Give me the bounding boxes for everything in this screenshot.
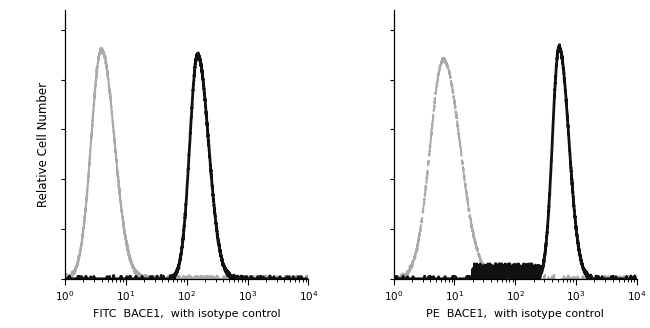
- X-axis label: FITC  BACE1,  with isotype control: FITC BACE1, with isotype control: [93, 309, 281, 318]
- Y-axis label: Relative Cell Number: Relative Cell Number: [38, 82, 51, 207]
- X-axis label: PE  BACE1,  with isotype control: PE BACE1, with isotype control: [426, 309, 604, 318]
